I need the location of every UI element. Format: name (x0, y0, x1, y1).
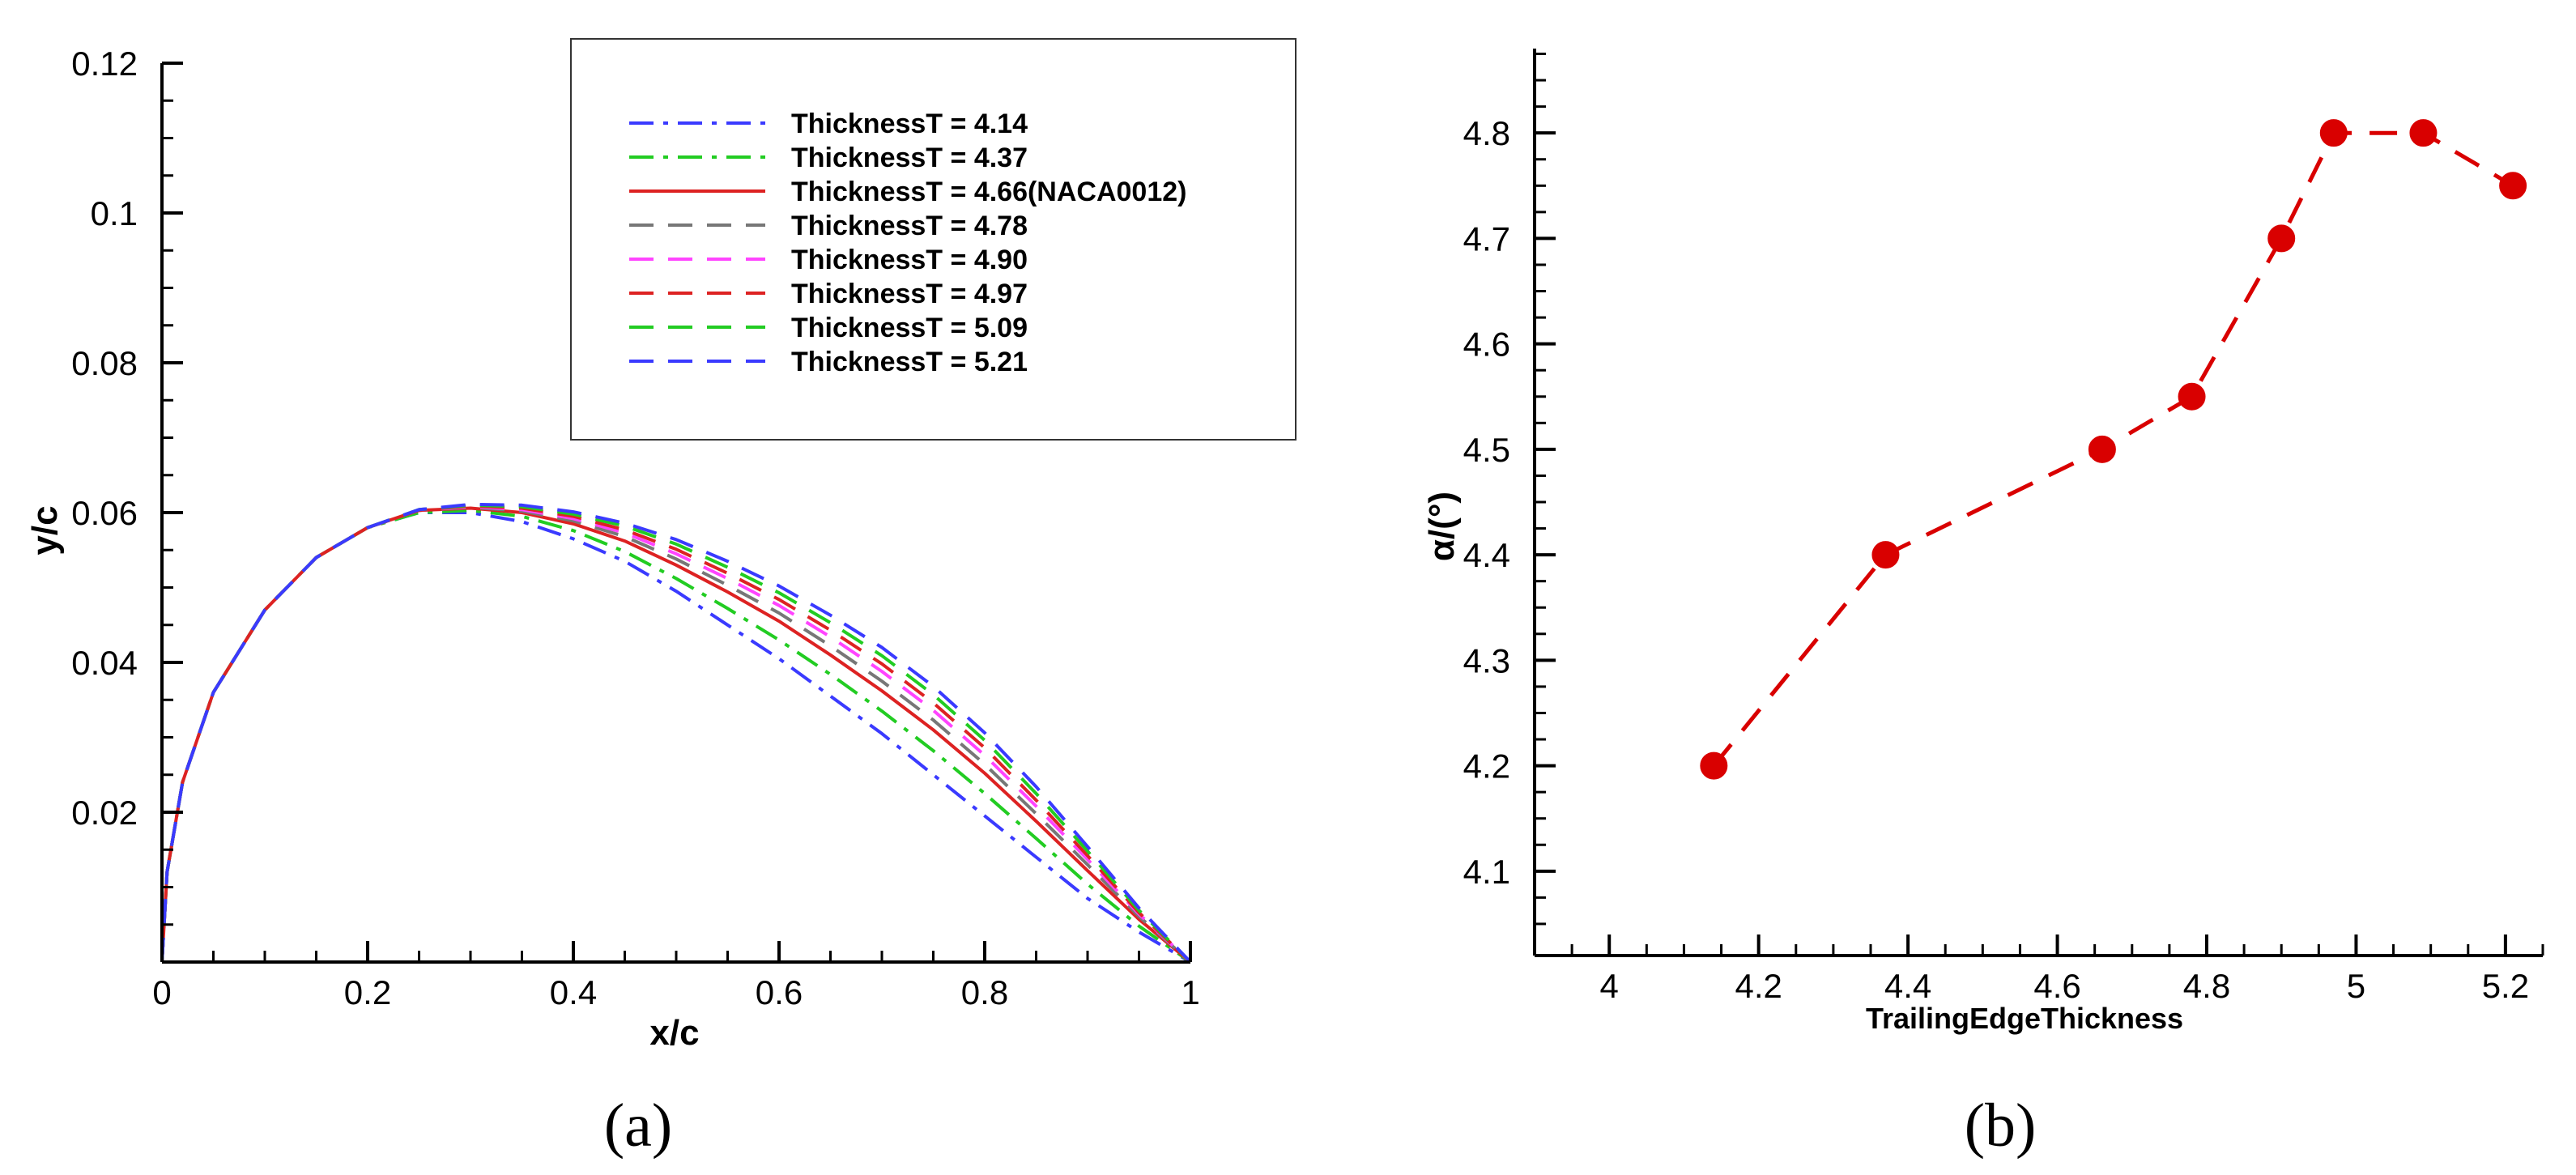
panel-a-series-line-5 (160, 504, 1192, 964)
panel-b-data-point-3 (2088, 435, 2116, 463)
panel-a-legend-entry-2: ThicknessT = 4.37 (791, 143, 1028, 173)
panel-a-xtick-label: 0.4 (550, 973, 597, 1011)
panel-b-ytick-label: 4.1 (1463, 853, 1510, 891)
panel-b-caption: (b) (1965, 1092, 2037, 1160)
panel-a-legend-entry-1: ThicknessT = 4.14 (791, 109, 1028, 139)
panel-a-legend-entry-8: ThicknessT = 5.21 (791, 347, 1028, 377)
panel-b-xtick-label: 4 (1600, 967, 1619, 1005)
panel-b-axes: 4 4.2 4.4 4.6 4.8 5 5.2 4.1 4.2 4.3 4.4 4.5 4.6 4.7 4.… (1463, 49, 2544, 1005)
panel-a-ytick-label: 0.02 (71, 794, 138, 832)
panel-b-ytick-label: 4.3 (1463, 641, 1510, 679)
panel-b-xtick-label: 5 (2347, 967, 2365, 1005)
panel-b-alpha-vs-thickness: 4 4.2 4.4 4.6 4.8 5 5.2 4.1 4.2 4.3 4.4 4.5 4.6 4.7 4.… (1422, 49, 2544, 1160)
panel-a-xtick-label: 0 (152, 973, 171, 1011)
panel-b-xtick-label: 4.4 (1884, 967, 1931, 1005)
panel-b-data-point-5 (2267, 224, 2296, 253)
panel-a-xtick-label: 0.6 (756, 973, 803, 1011)
panel-a-series-line-7 (160, 503, 1192, 964)
panel-b-xtick-label: 4.6 (2033, 967, 2080, 1005)
panel-b-ytick-label: 4.4 (1463, 536, 1510, 574)
panel-b-data-point-6 (2319, 119, 2348, 147)
panel-b-series-group (1700, 119, 2527, 780)
panel-a-legend: ThicknessT = 4.14 ThicknessT = 4.37 Thickn… (570, 38, 1297, 441)
panel-b-ytick-label: 4.7 (1463, 219, 1510, 258)
panel-b-data-point-8 (2499, 172, 2527, 200)
panel-b-data-point-7 (2409, 119, 2438, 147)
panel-b-xlabel: TrailingEdgeThickness (1866, 1002, 2183, 1035)
panel-a-series-line-4 (160, 505, 1192, 964)
panel-b-xtick-label: 5.2 (2482, 967, 2529, 1005)
panel-b-ytick-label: 4.2 (1463, 747, 1510, 785)
panel-a-series-line-3 (160, 506, 1192, 964)
panel-a-xtick-label: 1 (1181, 973, 1199, 1011)
panel-a-ytick-label: 0.1 (91, 194, 138, 232)
panel-a-legend-entry-4: ThicknessT = 4.78 (791, 211, 1028, 241)
panel-b-ytick-label: 4.6 (1463, 326, 1510, 364)
panel-a-legend-entry-6: ThicknessT = 4.97 (791, 279, 1028, 309)
panel-b-ytick-label: 4.5 (1463, 431, 1510, 469)
panel-a-xtick-label: 0.8 (961, 973, 1008, 1011)
panel-a-series-line-8 (160, 502, 1192, 964)
panel-a-series-line-6 (160, 504, 1192, 964)
panel-a-xlabel: x/c (649, 1013, 699, 1053)
panel-a-ytick-label: 0.08 (71, 344, 138, 382)
panel-a-airfoil-profiles: 0 0.2 0.4 0.6 0.8 1 0.02 0.04 0.06 0.08 0.1 0.12 Th… (25, 38, 1297, 1160)
panel-a-legend-entry-5: ThicknessT = 4.90 (791, 245, 1028, 275)
panel-b-xtick-label: 4.2 (1735, 967, 1782, 1005)
panel-a-axes: 0 0.2 0.4 0.6 0.8 1 0.02 0.04 0.06 0.08 0.1 0.12 (71, 45, 1199, 1011)
panel-b-xtick-label: 4.8 (2183, 967, 2230, 1005)
panel-a-xtick-label: 0.2 (344, 973, 391, 1011)
panel-a-legend-entry-7: ThicknessT = 5.09 (791, 313, 1028, 343)
panel-a-ylabel: y/c (25, 505, 65, 555)
panel-a-caption: (a) (604, 1092, 672, 1160)
panel-b-data-point-4 (2178, 382, 2206, 411)
panel-a-ytick-label: 0.06 (71, 494, 138, 532)
panel-a-legend-box (570, 38, 1297, 441)
panel-b-data-point-1 (1700, 751, 1728, 780)
panel-a-series-group (160, 502, 1192, 964)
panel-b-data-point-2 (1871, 541, 1900, 569)
panel-a-series-line-2 (160, 509, 1192, 964)
panel-b-ytick-label: 4.8 (1463, 114, 1510, 152)
panel-a-ytick-label: 0.04 (71, 644, 138, 682)
panel-a-legend-entry-3: ThicknessT = 4.66(NACA0012) (791, 177, 1186, 207)
panel-b-ylabel: α/(°) (1422, 492, 1462, 561)
panel-a-ytick-label: 0.12 (71, 45, 138, 83)
